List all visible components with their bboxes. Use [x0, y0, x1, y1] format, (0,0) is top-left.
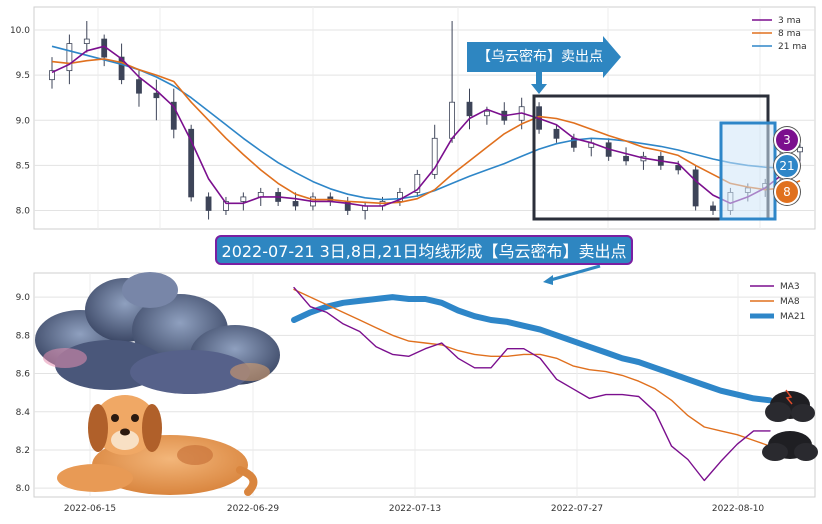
bottom-y-tick-label: 8.4: [16, 408, 31, 418]
top-legend: 3 ma 8 ma 21 ma: [752, 16, 807, 52]
bottom-y-tick-label: 8.2: [16, 446, 30, 456]
top-y-tick-label: 9.0: [16, 116, 31, 126]
candle-body: [118, 56, 125, 81]
candle-body: [692, 169, 699, 207]
bottom-y-tick-label: 9.0: [16, 293, 31, 303]
top-y-tick-label: 10.0: [10, 26, 30, 36]
top-panel-y-ticks: 8.0 8.5 9.0 9.5 10.0: [10, 26, 30, 216]
candle-body: [205, 196, 212, 211]
ma3-badge: 3: [774, 127, 800, 153]
bottom-panel-y-ticks: 8.0 8.2 8.4 8.6 8.8 9.0: [16, 293, 31, 494]
candle-body: [292, 201, 299, 207]
candle-body: [188, 128, 195, 198]
candle-body: [223, 201, 229, 211]
callout-arrow: [467, 36, 621, 94]
x-tick-label: 2022-06-15: [64, 504, 116, 514]
candle-body: [83, 38, 90, 44]
candle-body: [136, 79, 142, 94]
annotation-banner: 2022-07-21 3日,8日,21日均线形成【乌云密布】卖出点: [215, 235, 633, 265]
bottom-ma-lines: [291, 286, 773, 482]
highlight-box: [719, 121, 777, 221]
candle-body: [397, 192, 403, 202]
top-legend-label: 8 ma: [778, 29, 801, 39]
candle-body: [49, 70, 55, 81]
candle-body: [449, 101, 455, 139]
storm-cloud-illustration: [35, 272, 280, 394]
ma8-line: [293, 288, 771, 447]
x-tick-label: 2022-07-13: [389, 504, 441, 514]
ma8-badge: 8: [774, 179, 800, 205]
top-legend-label: 21 ma: [778, 42, 807, 52]
top-ma-lines: [51, 45, 801, 207]
callout-arrow-label-box: 【乌云密布】卖出点: [467, 42, 621, 72]
candle-body: [623, 155, 629, 162]
ma21-badge: 21: [774, 153, 800, 179]
arrow-head-icon: [543, 275, 553, 285]
candle-body: [66, 43, 73, 72]
candle-body: [675, 164, 682, 171]
ma21-line: [291, 294, 773, 404]
bottom-legend: MA3 MA8 MA21: [750, 282, 805, 322]
callout-text: 【乌云密布】卖出点: [477, 49, 603, 65]
candle-body: [431, 137, 438, 175]
candle-body: [466, 101, 473, 117]
bottom-panel-x-ticks: 2022-06-15 2022-06-29 2022-07-13 2022-07-27…: [64, 504, 765, 514]
candle-body: [710, 205, 716, 211]
candle-body: [414, 173, 421, 193]
candle-body: [153, 92, 160, 99]
bottom-legend-label: MA3: [780, 282, 800, 292]
bottom-y-tick-label: 8.6: [16, 370, 31, 380]
arrow-down-icon: [531, 72, 547, 94]
bottom-legend-label: MA8: [780, 297, 800, 307]
candle-body: [483, 110, 490, 117]
x-tick-label: 2022-06-29: [227, 504, 280, 514]
x-tick-label: 2022-08-10: [712, 504, 765, 514]
top-panel-frame: [33, 6, 816, 230]
candle-body: [797, 146, 803, 153]
annotation-pointer: [546, 264, 601, 283]
top-y-tick-label: 8.5: [16, 161, 30, 171]
ma3-line: [293, 286, 771, 482]
x-tick-label: 2022-07-27: [551, 504, 603, 514]
top-y-tick-label: 9.5: [16, 71, 30, 81]
ma8-line: [51, 58, 801, 205]
top-legend-label: 3 ma: [778, 16, 801, 26]
dark-cloud-icon: [762, 389, 818, 461]
candle-body: [170, 101, 177, 130]
bottom-y-tick-label: 8.0: [16, 484, 31, 494]
top-y-tick-label: 8.0: [16, 206, 31, 216]
candle-body: [553, 128, 560, 139]
dog-illustration: [57, 395, 258, 496]
bottom-y-tick-label: 8.8: [16, 331, 31, 341]
candle-body: [240, 196, 247, 202]
ma3-line: [51, 45, 801, 207]
bottom-legend-label: MA21: [780, 312, 805, 322]
